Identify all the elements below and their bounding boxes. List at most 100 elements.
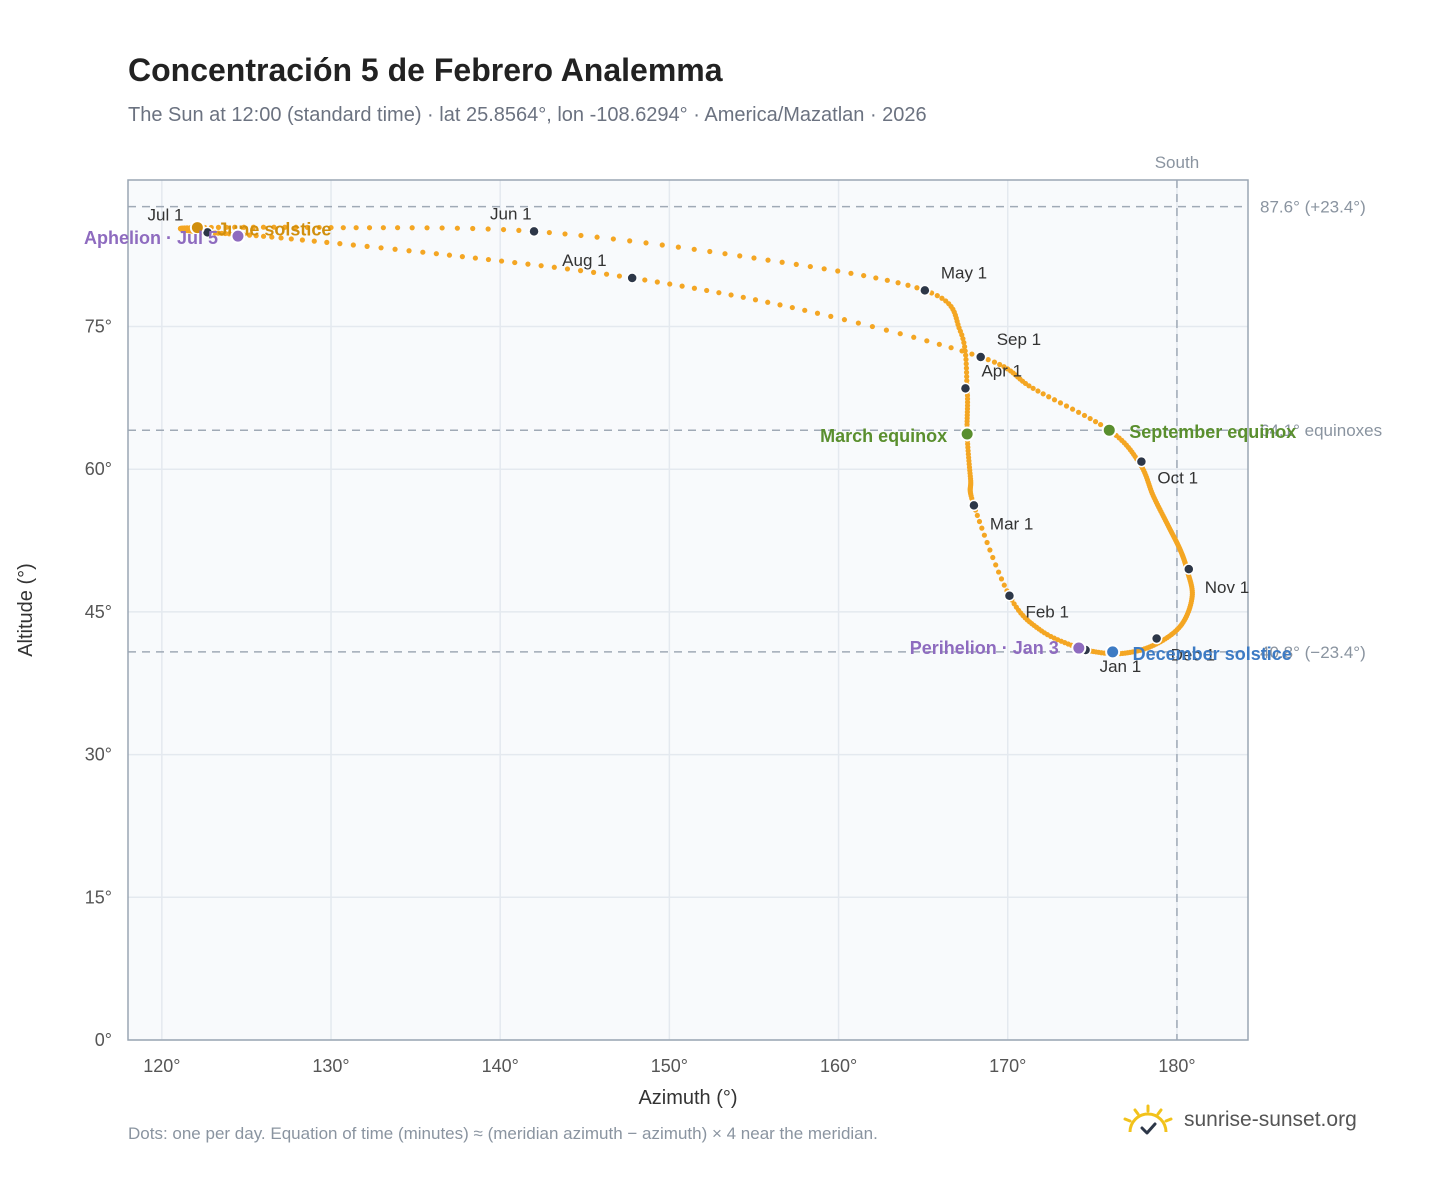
daily-sun-dot [707, 248, 713, 255]
footnote: Dots: one per day. Equation of time (min… [128, 1124, 878, 1143]
daily-sun-dot [590, 269, 597, 275]
daily-sun-dot [991, 359, 998, 365]
daily-sun-dot [936, 341, 942, 347]
daily-sun-dot [924, 338, 930, 344]
daily-sun-dot [828, 313, 834, 319]
event-marker [1101, 422, 1117, 438]
sun-logo-icon [1123, 1104, 1173, 1135]
daily-sun-dot [293, 224, 299, 230]
daily-sun-dot [223, 224, 229, 230]
event-marker [1071, 640, 1087, 656]
month-label: Dec 1 [1171, 646, 1215, 665]
daily-sun-dot [777, 302, 783, 308]
daily-sun-dot [996, 569, 1002, 575]
reference-line-label: 64.1° equinoxes [1260, 421, 1382, 440]
daily-sun-dot [716, 290, 722, 296]
month-marker [528, 225, 540, 238]
daily-sun-dot [752, 297, 759, 303]
daily-sun-dot [500, 226, 507, 233]
daily-sun-dot [667, 281, 673, 287]
daily-sun-dot [424, 225, 430, 231]
daily-sun-dot [577, 268, 584, 274]
daily-sun-dot [1040, 391, 1046, 397]
daily-sun-dot [282, 224, 288, 230]
reference-line-label: 87.6° (+23.4°) [1260, 198, 1366, 217]
daily-sun-dot [409, 225, 415, 231]
daily-sun-dot [485, 226, 491, 232]
daily-sun-dot [627, 238, 633, 244]
daily-sun-dot [821, 266, 827, 272]
daily-sun-dot [472, 255, 478, 261]
daily-sun-dot [470, 225, 476, 232]
meridian-label: South [1155, 153, 1199, 172]
daily-sun-dot [642, 277, 648, 283]
daily-sun-dot [691, 285, 698, 291]
daily-sun-dot [380, 225, 386, 231]
daily-sun-dot [807, 263, 813, 270]
daily-sun-dot [485, 256, 492, 263]
daily-sun-dot [525, 261, 531, 267]
daily-sun-dot [278, 235, 284, 241]
daily-sun-dot [848, 270, 854, 276]
daily-sun-dot [964, 378, 970, 384]
daily-sun-dot [654, 279, 660, 285]
chart-subtitle: The Sun at 12:00 (standard time) · lat 2… [128, 104, 927, 126]
daily-sun-dot [1001, 364, 1007, 370]
event-label: March equinox [820, 426, 947, 446]
month-label: Mar 1 [990, 514, 1033, 533]
month-label: Oct 1 [1157, 469, 1198, 488]
daily-sun-dot [215, 224, 222, 230]
daily-sun-dot [960, 336, 966, 342]
daily-sun-dot [659, 242, 665, 248]
daily-sun-dot [616, 273, 623, 279]
daily-sun-dot [253, 233, 259, 239]
daily-sun-dot [984, 539, 990, 546]
daily-sun-dot [765, 299, 771, 305]
daily-sun-dot [993, 562, 999, 568]
daily-sun-dot [1001, 582, 1007, 588]
daily-sun-dot [366, 225, 373, 231]
daily-sun-dot [728, 292, 734, 298]
y-tick-label: 15° [85, 887, 112, 907]
x-tick-label: 150° [651, 1056, 688, 1076]
daily-sun-dot [324, 239, 330, 245]
brand-logo[interactable]: sunrise-sunset.org [1120, 1104, 1357, 1136]
daily-sun-dot [963, 352, 969, 358]
daily-sun-dot [979, 525, 985, 531]
month-label: Nov 1 [1205, 578, 1249, 597]
x-tick-label: 170° [989, 1056, 1026, 1076]
y-tick-label: 75° [85, 317, 112, 337]
daily-sun-dot [948, 345, 954, 351]
x-tick-label: 180° [1158, 1056, 1195, 1076]
daily-sun-dot [1030, 385, 1036, 391]
month-marker [959, 382, 972, 395]
daily-sun-dot [232, 224, 238, 230]
daily-sun-dot [861, 272, 867, 279]
daily-sun-dot [675, 244, 681, 250]
daily-sun-dot [603, 271, 610, 277]
y-axis-title: Altitude (°) [15, 563, 37, 657]
month-label: Feb 1 [1025, 603, 1068, 622]
daily-sun-dot [963, 356, 969, 363]
daily-sun-dot [1051, 397, 1058, 403]
daily-sun-dot [260, 233, 267, 239]
daily-sun-dot [364, 243, 370, 249]
daily-sun-dot [288, 236, 294, 242]
daily-sun-dot [392, 246, 398, 252]
daily-sun-dot [394, 225, 401, 231]
daily-sun-dot [246, 232, 253, 238]
daily-sun-dot [939, 295, 945, 301]
daily-sun-dot [779, 259, 785, 265]
daily-sun-dot [963, 361, 969, 367]
daily-sun-dot [406, 248, 412, 254]
daily-sun-dot [1063, 403, 1070, 409]
daily-sun-dot [516, 227, 522, 233]
event-label: December solstice [1133, 644, 1292, 664]
daily-sun-dot [439, 225, 445, 231]
daily-sun-dot [969, 351, 975, 357]
chart-title: Concentración 5 de Febrero Analemma [128, 52, 723, 88]
daily-sun-dot [841, 317, 848, 323]
x-tick-label: 140° [482, 1056, 519, 1076]
daily-sun-dot [337, 241, 343, 247]
month-marker [968, 499, 980, 512]
